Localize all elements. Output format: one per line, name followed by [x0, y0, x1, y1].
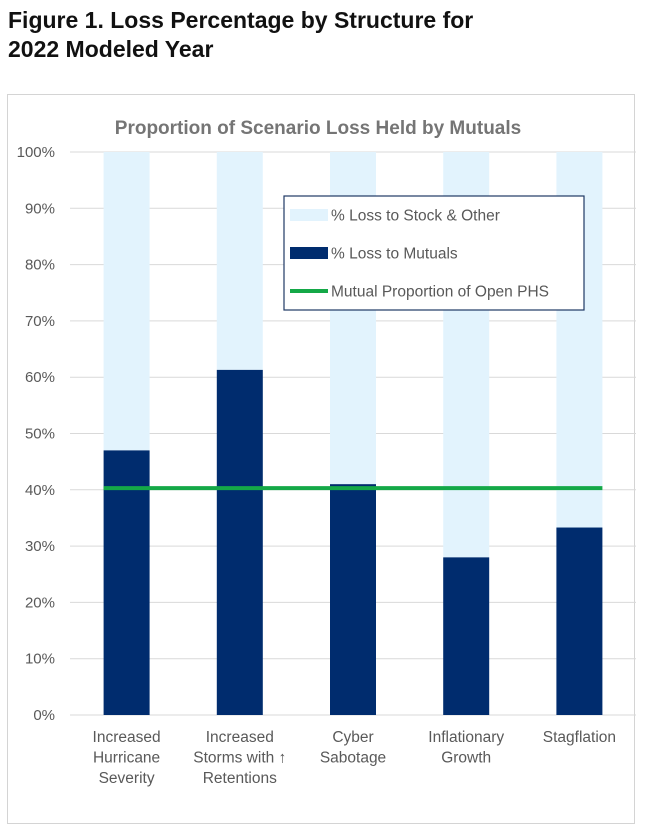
y-tick-label: 100% [17, 144, 55, 161]
x-tick-label: Inflationary [428, 729, 504, 746]
chart-title: Proportion of Scenario Loss Held by Mutu… [115, 118, 521, 139]
y-axis-tick-labels: 0% 10% 20% 30% 40% 50% 60% 70% 80% 90% 100% [17, 144, 55, 724]
bar-mutuals [443, 557, 490, 715]
x-axis-category-labels: Increased Hurricane Severity Increased Storm… [93, 729, 616, 787]
x-tick-label: Increased [206, 729, 274, 746]
y-tick-label: 90% [25, 200, 55, 217]
bar-mutuals [556, 527, 603, 715]
y-tick-label: 60% [25, 369, 55, 386]
bar-mutuals [216, 369, 263, 715]
legend-swatch [290, 209, 328, 221]
x-tick-label: Growth [441, 750, 491, 767]
x-tick-label: Severity [99, 770, 155, 787]
x-tick-label: Hurricane [93, 750, 160, 767]
figure-title-line-1: Figure 1. Loss Percentage by Structure f… [8, 7, 474, 33]
bar-mutuals [103, 450, 150, 715]
x-tick-label: Retentions [203, 770, 277, 787]
legend-box [283, 195, 585, 311]
legend-label: % Loss to Stock & Other [331, 208, 500, 225]
chart-frame [7, 94, 635, 824]
y-tick-label: 30% [25, 538, 55, 555]
x-tick-label: Sabotage [320, 750, 386, 767]
x-tick-label: Stagflation [543, 729, 616, 746]
y-tick-label: 10% [25, 651, 55, 668]
y-tick-label: 50% [25, 426, 55, 443]
x-tick-label: Cyber [332, 729, 373, 746]
y-tick-label: 40% [25, 482, 55, 499]
legend: % Loss to Stock & Other % Loss to Mutuals… [283, 195, 585, 311]
y-tick-label: 80% [25, 257, 55, 274]
y-tick-label: 20% [25, 594, 55, 611]
y-tick-label: 70% [25, 313, 55, 330]
legend-label: Mutual Proportion of Open PHS [331, 284, 549, 301]
legend-label: % Loss to Mutuals [331, 246, 458, 263]
x-tick-label: Storms with ↑ [193, 750, 286, 767]
bar-stock-other [103, 152, 150, 451]
figure-title-line-2: 2022 Modeled Year [8, 36, 214, 62]
legend-swatch [290, 247, 328, 259]
bar-mutuals [330, 484, 376, 715]
x-tick-label: Increased [93, 729, 161, 746]
bar-stock-other [216, 152, 263, 370]
figure-title: Figure 1. Loss Percentage by Structure f… [8, 6, 608, 64]
y-tick-label: 0% [33, 707, 55, 724]
